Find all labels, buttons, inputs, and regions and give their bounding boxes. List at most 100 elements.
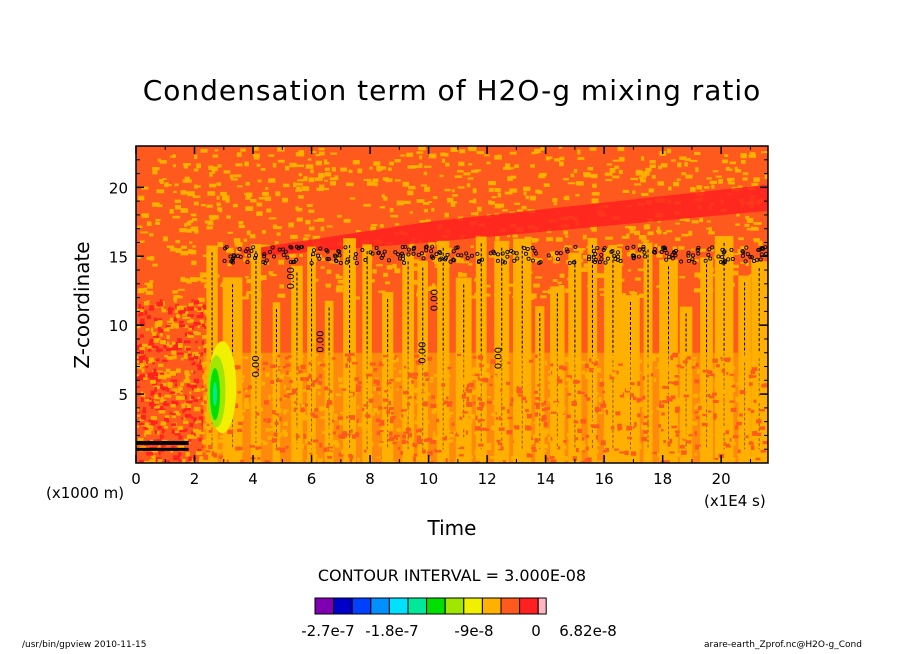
turbulence-patch [294, 401, 297, 404]
turbulence-patch [332, 431, 336, 435]
turbulence-patch [398, 370, 402, 374]
turbulence-patch [649, 437, 653, 443]
turbulence-patch [449, 411, 454, 415]
turbulence-patch [756, 397, 762, 402]
turbulence-patch [756, 432, 762, 436]
noise-patch [253, 156, 260, 160]
turbulence-patch [656, 406, 662, 410]
contour-dot [572, 260, 577, 265]
noise-patch [297, 195, 304, 199]
noise-patch [146, 424, 149, 428]
noise-patch [158, 449, 165, 453]
turbulence-patch [397, 447, 401, 450]
turbulence-patch [657, 362, 661, 367]
turbulence-patch [340, 411, 345, 415]
turbulence-patch [307, 454, 311, 458]
turbulence-patch [433, 373, 437, 377]
contour-dot [664, 257, 669, 262]
noise-patch [679, 276, 686, 279]
noise-patch [724, 154, 729, 158]
turbulence-patch [374, 377, 379, 381]
contour-dot [695, 247, 700, 252]
noise-patch [140, 446, 146, 449]
turbulence-patch [418, 384, 421, 388]
noise-patch [197, 355, 200, 359]
noise-patch [180, 382, 184, 387]
turbulence-patch [378, 390, 381, 395]
turbulence-patch [681, 372, 685, 378]
turbulence-patch [379, 419, 385, 423]
turbulence-patch [403, 390, 408, 395]
x-axis-label: Time [427, 516, 477, 540]
turbulence-patch [596, 368, 602, 373]
noise-patch [184, 176, 190, 182]
x-tick-label: 8 [365, 470, 375, 488]
turbulence-patch [763, 376, 767, 381]
contour-dot [690, 253, 695, 258]
turbulence-patch [368, 393, 371, 398]
turbulence-patch [517, 394, 523, 397]
turbulence-patch [254, 433, 259, 438]
noise-patch [636, 252, 643, 256]
noise-patch [712, 170, 719, 173]
noise-patch [740, 153, 747, 157]
noise-patch [308, 226, 315, 231]
noise-patch [490, 201, 495, 205]
noise-patch [193, 399, 199, 403]
noise-patch [140, 318, 145, 323]
turbulence-patch [751, 367, 758, 372]
turbulence-patch [586, 446, 589, 451]
turbulence-patch [283, 384, 286, 390]
turbulence-patch [208, 431, 214, 435]
turbulence-patch [268, 394, 271, 400]
turbulence-patch [709, 365, 712, 369]
contour-dot [696, 245, 701, 250]
noise-patch [318, 147, 325, 151]
contour-dot [593, 252, 598, 257]
turbulence-patch [461, 424, 467, 428]
turbulence-patch [498, 427, 505, 431]
noise-patch [529, 195, 537, 201]
noise-patch [289, 162, 297, 168]
noise-patch [148, 307, 155, 311]
contour-dot [718, 260, 723, 265]
turbulence-patch [401, 414, 404, 418]
turbulence-patch [513, 438, 520, 443]
turbulence-patch [642, 407, 645, 413]
noise-patch [163, 328, 169, 332]
turbulence-patch [395, 359, 399, 362]
noise-patch [474, 211, 479, 216]
turbulence-patch [208, 429, 213, 433]
noise-patch [166, 334, 170, 340]
turbulence-patch [692, 421, 698, 426]
noise-patch [182, 395, 185, 399]
turbulence-patch [683, 391, 690, 395]
turbulence-patch [577, 390, 581, 394]
turbulence-patch [462, 411, 468, 414]
turbulence-patch [434, 449, 437, 453]
noise-patch [325, 172, 332, 177]
noise-patch [633, 230, 640, 236]
x-tick-label: 18 [653, 470, 672, 488]
contour-dot [651, 249, 656, 254]
turbulence-patch [603, 449, 607, 453]
turbulence-patch [273, 367, 279, 370]
noise-patch [146, 256, 152, 260]
turbulence-patch [377, 411, 380, 415]
noise-patch [177, 426, 183, 430]
noise-patch [543, 183, 550, 187]
turbulence-patch [694, 452, 697, 456]
turbulence-patch [670, 395, 676, 400]
noise-patch [668, 186, 672, 191]
turbulence-patch [659, 404, 665, 409]
turbulence-patch [386, 381, 392, 385]
turbulence-patch [676, 452, 681, 458]
noise-patch [374, 182, 378, 187]
turbulence-patch [762, 440, 768, 445]
turbulence-patch [574, 358, 581, 364]
contour-dot [262, 252, 267, 257]
turbulence-patch [375, 418, 380, 422]
contour-dot [325, 256, 330, 261]
turbulence-patch [295, 434, 300, 439]
noise-patch [320, 257, 326, 261]
